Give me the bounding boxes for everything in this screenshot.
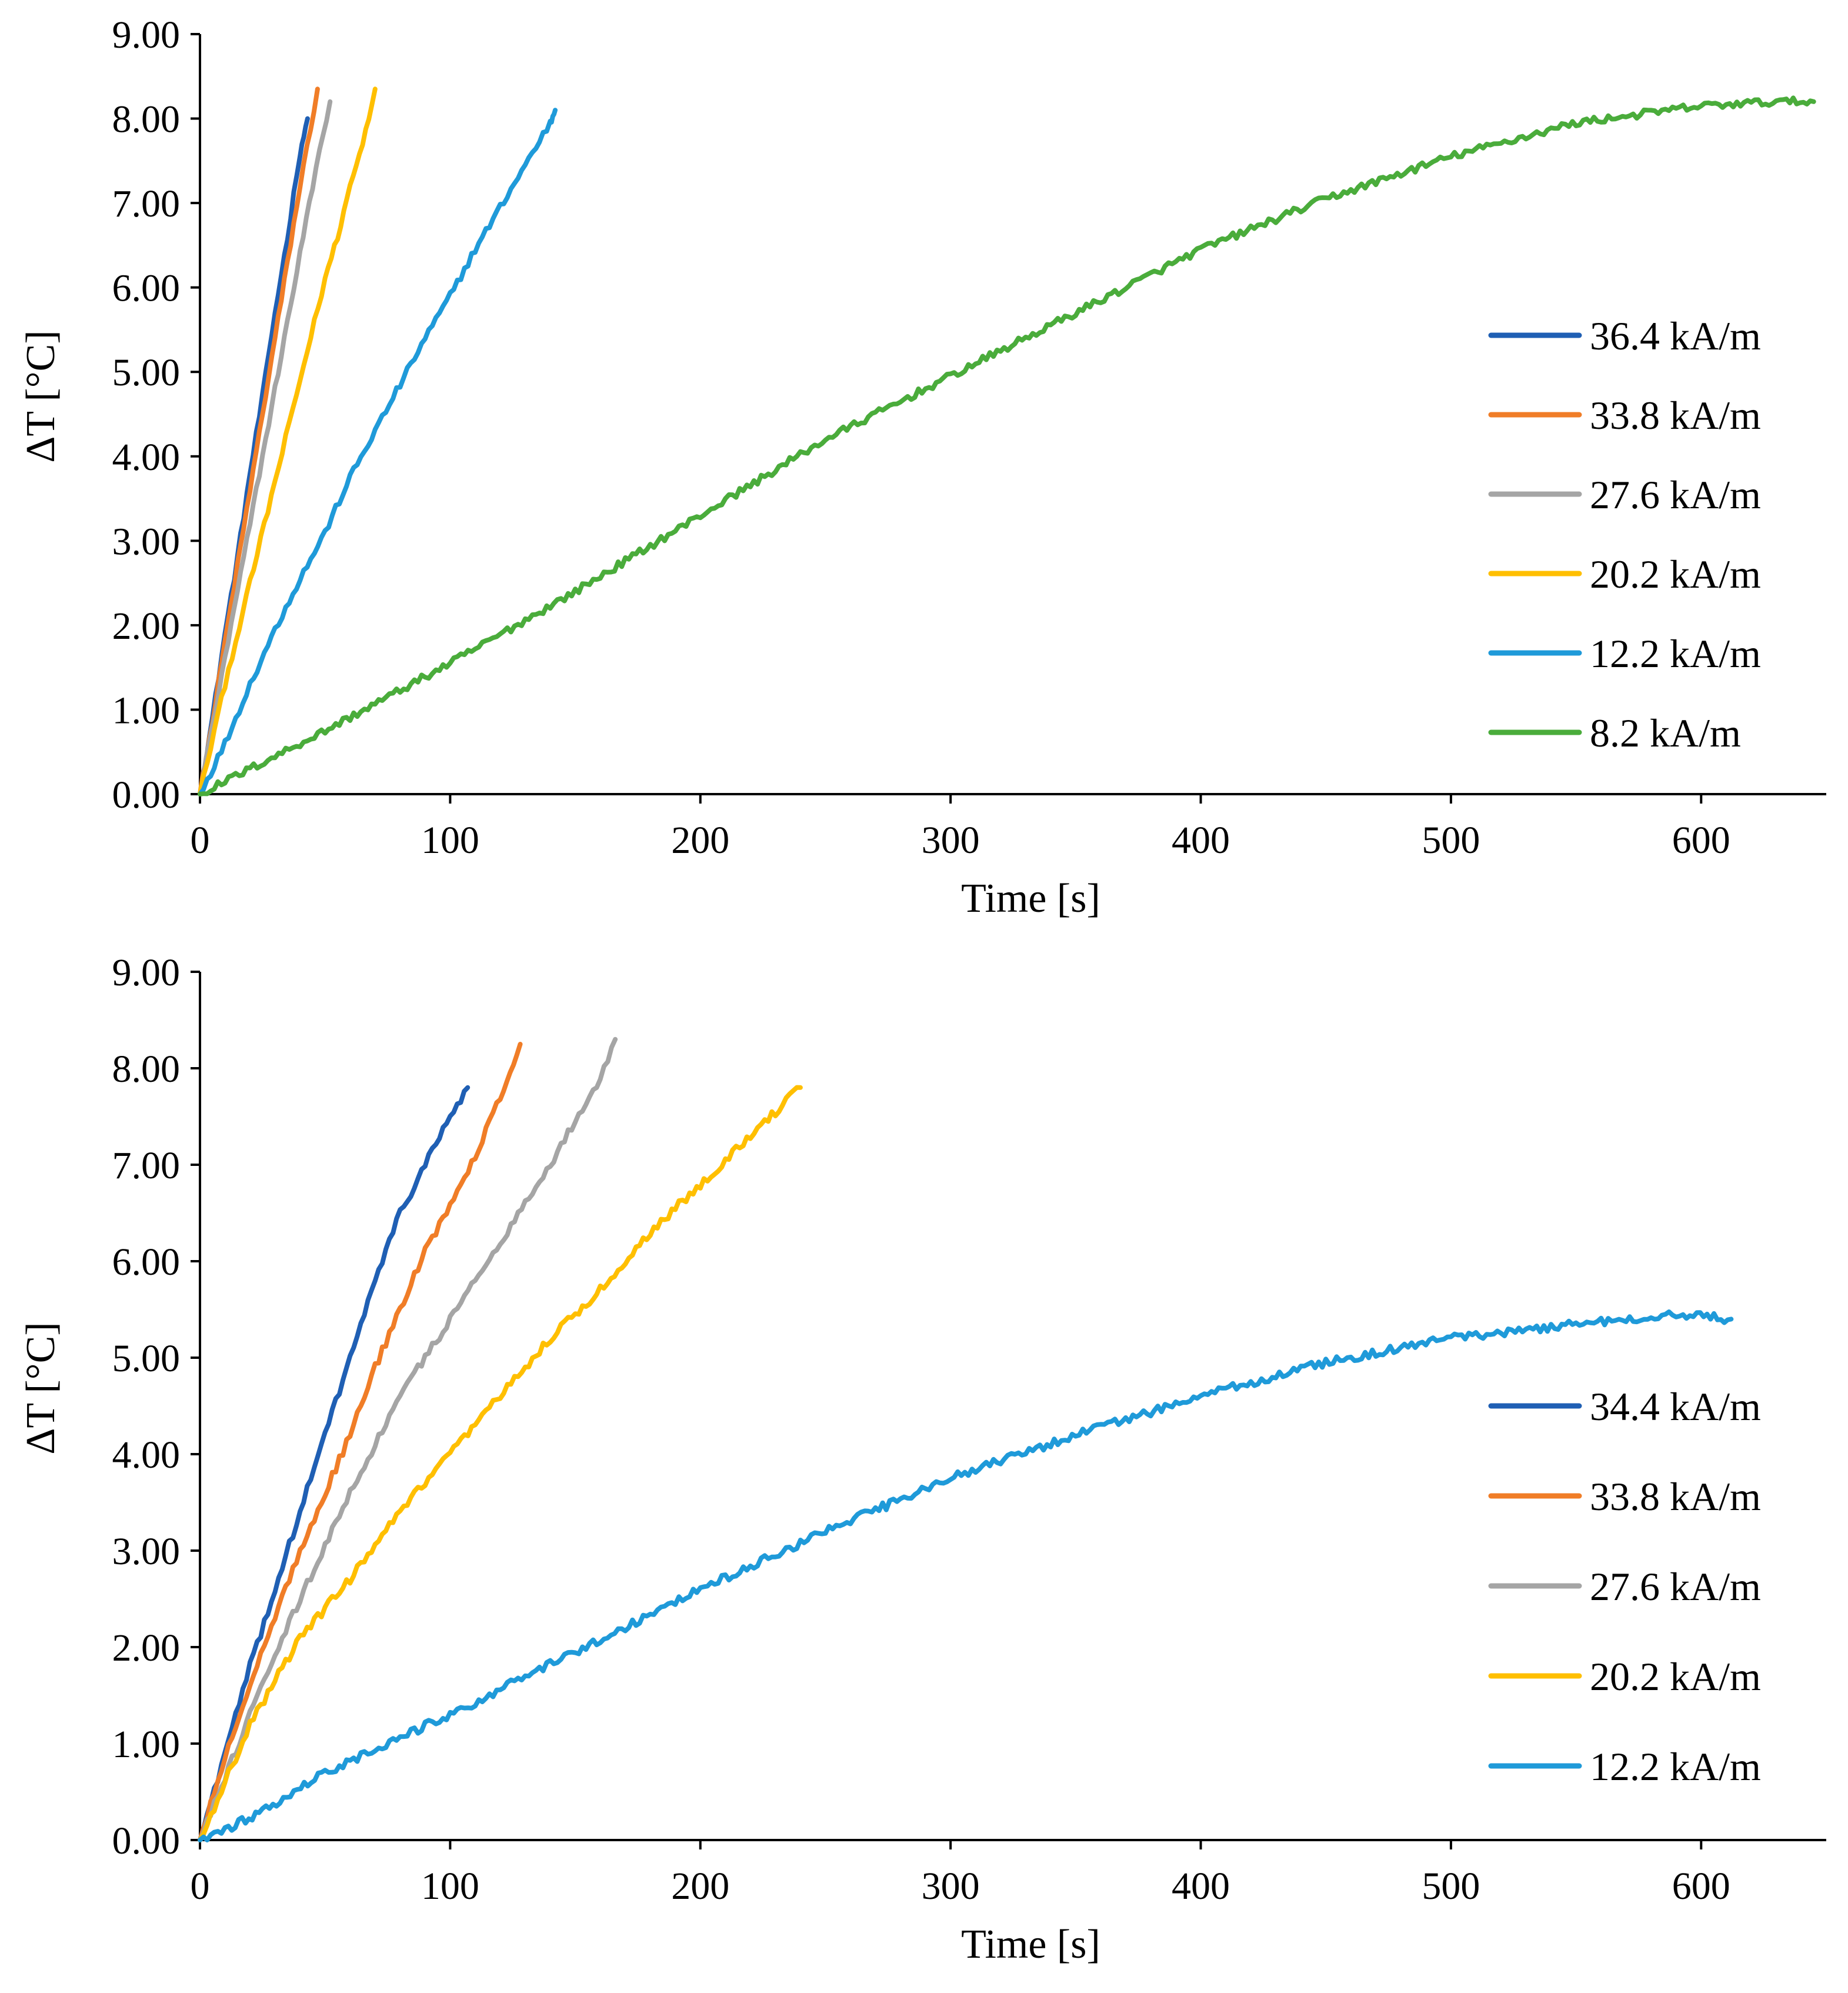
y-tick-label: 5.00	[112, 351, 181, 394]
legend-label: 27.6 kA/m	[1590, 472, 1761, 517]
y-axis-title: ΔT [°C]	[18, 1322, 64, 1454]
x-tick-label: 0	[191, 819, 210, 862]
x-tick-label: 600	[1672, 819, 1730, 862]
chart-top: 0.00 1.00 2.00 3.00 4.00 5.00 6.00 7.00 8.00 9.00…	[18, 14, 1826, 921]
legend-label: 12.2 kA/m	[1590, 1744, 1761, 1789]
y-axis-title: ΔT [°C]	[18, 330, 64, 462]
y-tick-label: 9.00	[112, 14, 181, 56]
legend-label: 34.4 kA/m	[1590, 1384, 1761, 1429]
x-tick-label: 500	[1422, 819, 1480, 862]
x-tick-label: 300	[922, 819, 980, 862]
y-tick-label: 1.00	[112, 1723, 181, 1766]
y-tick-label: 5.00	[112, 1337, 181, 1380]
legend-label: 27.6 kA/m	[1590, 1564, 1761, 1609]
y-tick-label: 6.00	[112, 267, 181, 310]
y-tick-label: 2.00	[112, 1627, 181, 1669]
legend-label: 36.4 kA/m	[1590, 314, 1761, 358]
legend-label: 8.2 kA/m	[1590, 711, 1741, 755]
series-line	[198, 1309, 1734, 1842]
y-tick-label: 2.00	[112, 605, 181, 648]
x-tick-label: 300	[922, 1865, 980, 1908]
y-tick-label: 4.00	[112, 436, 181, 479]
legend-label: 20.2 kA/m	[1590, 1654, 1761, 1699]
y-tick-label: 6.00	[112, 1241, 181, 1284]
y-tick-label: 8.00	[112, 1048, 181, 1091]
series-line	[198, 86, 378, 796]
x-tick-label: 200	[671, 819, 729, 862]
y-tick-label: 3.00	[112, 1530, 181, 1573]
y-tick-label: 7.00	[112, 1144, 181, 1187]
y-tick-label: 3.00	[112, 520, 181, 563]
y-tick-label: 7.00	[112, 182, 181, 225]
y-tick-label: 8.00	[112, 98, 181, 141]
y-tick-label: 9.00	[112, 951, 181, 994]
legend-label: 12.2 kA/m	[1590, 631, 1761, 676]
x-tick-label: 100	[421, 819, 479, 862]
y-tick-label: 1.00	[112, 689, 181, 732]
x-tick-label: 200	[671, 1865, 729, 1908]
x-tick-label: 500	[1422, 1865, 1480, 1908]
y-tick-label: 4.00	[112, 1434, 181, 1477]
x-tick-label: 600	[1672, 1865, 1730, 1908]
series-line	[198, 1085, 803, 1842]
legend-label: 33.8 kA/m	[1590, 1474, 1761, 1519]
legend-label: 20.2 kA/m	[1590, 552, 1761, 596]
x-tick-label: 400	[1172, 1865, 1230, 1908]
y-tick-label: 0.00	[112, 1819, 181, 1862]
series-line	[198, 108, 558, 796]
series-line	[198, 1042, 523, 1842]
series-line	[198, 99, 333, 796]
x-axis-title: Time [s]	[961, 1922, 1100, 1967]
legend-label: 33.8 kA/m	[1590, 393, 1761, 438]
series-line	[198, 1037, 618, 1842]
y-tick-label: 0.00	[112, 774, 181, 816]
x-tick-label: 400	[1172, 819, 1230, 862]
series-line	[198, 95, 1816, 796]
x-tick-label: 100	[421, 1865, 479, 1908]
chart-bottom: 0.00 1.00 2.00 3.00 4.00 5.00 6.00 7.00 8.00 9.00…	[18, 951, 1826, 1967]
x-axis-title: Time [s]	[961, 876, 1100, 921]
x-tick-label: 0	[191, 1865, 210, 1908]
series-line	[198, 1085, 471, 1842]
